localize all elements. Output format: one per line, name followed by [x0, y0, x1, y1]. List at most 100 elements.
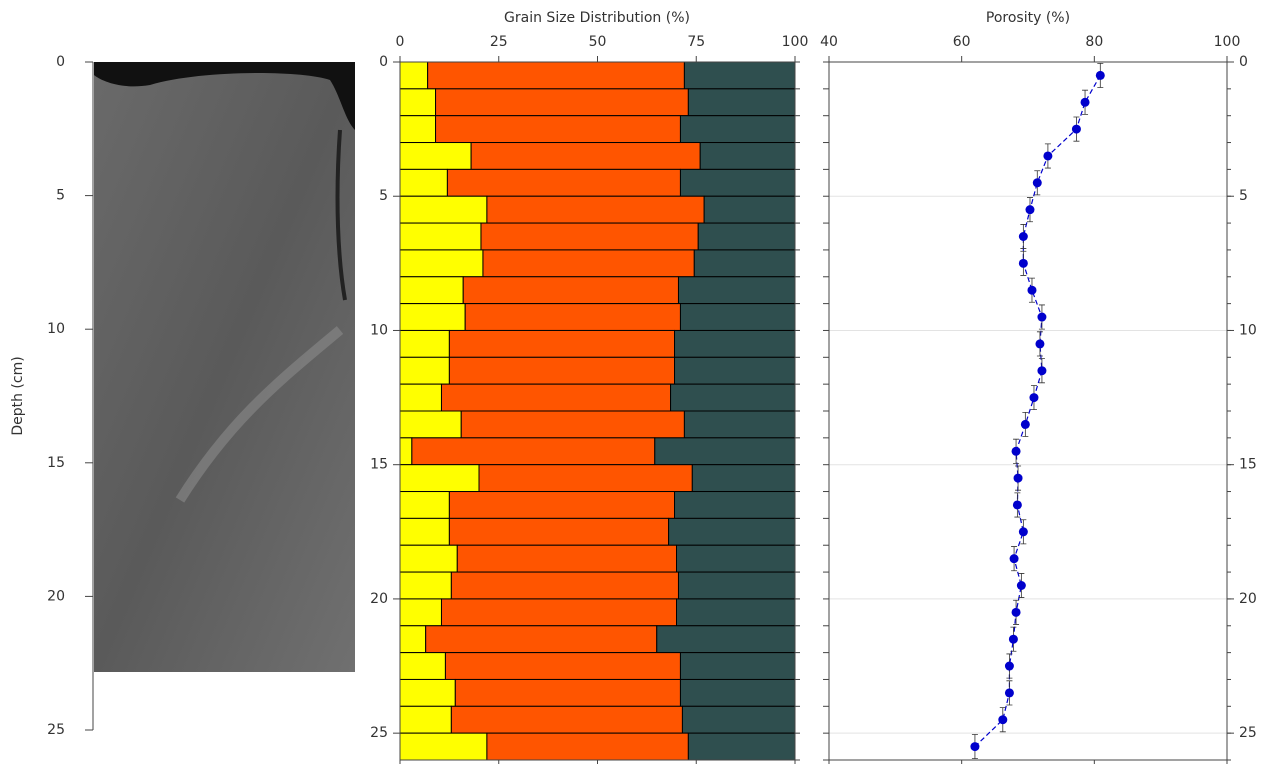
- bar-segment: [399, 142, 472, 170]
- data-point: [1071, 124, 1081, 134]
- bar-segment: [399, 168, 448, 197]
- bar-segment: [693, 249, 796, 278]
- data-point: [1043, 151, 1053, 161]
- core-image: [94, 62, 355, 672]
- bar-segment: [486, 195, 705, 224]
- bar-segment: [399, 303, 466, 331]
- data-point: [1011, 607, 1021, 617]
- data-point: [1004, 688, 1014, 698]
- bar-segment: [399, 410, 462, 439]
- x-tick-label: 50: [589, 34, 607, 50]
- bar-segment: [478, 464, 693, 493]
- bar-segment: [440, 383, 672, 412]
- data-point: [1008, 634, 1018, 644]
- bar-segment: [679, 303, 796, 331]
- data-point: [998, 715, 1008, 725]
- bar-segment: [454, 678, 681, 707]
- y-tick-label: 25: [47, 722, 65, 738]
- bar-segment: [399, 249, 484, 278]
- bar-segment: [399, 678, 456, 707]
- y-tick-right-label: 25: [1239, 725, 1257, 741]
- data-point: [970, 742, 980, 752]
- bar-segment: [399, 652, 446, 680]
- data-point: [1037, 366, 1047, 376]
- bar-segment: [679, 678, 796, 707]
- x-tick-label: 100: [782, 34, 809, 50]
- bar-segment: [399, 571, 452, 600]
- bar-segment: [674, 329, 796, 358]
- bar-segment: [679, 168, 796, 197]
- data-point: [1009, 554, 1019, 564]
- data-point: [1016, 581, 1026, 590]
- bar-segment: [399, 383, 442, 412]
- bar-segment: [425, 625, 658, 654]
- y-tick-right-label: 0: [1239, 54, 1248, 70]
- y-tick-label: 5: [379, 188, 388, 204]
- data-point: [1027, 285, 1037, 295]
- y-tick-label: 20: [370, 591, 388, 607]
- y-tick-label: 15: [370, 457, 388, 473]
- bar-segment: [470, 142, 701, 170]
- bar-segment: [687, 88, 796, 117]
- bar-segment: [681, 705, 796, 734]
- y-tick-right-label: 5: [1239, 188, 1248, 204]
- bar-segment: [703, 195, 796, 224]
- data-point: [1018, 527, 1028, 537]
- x-tick-label: 100: [1214, 34, 1241, 50]
- bar-segment: [699, 142, 796, 170]
- data-point: [1095, 70, 1105, 80]
- bar-segment: [679, 115, 796, 144]
- data-point: [1013, 473, 1023, 483]
- bar-segment: [399, 732, 488, 761]
- bar-segment: [399, 491, 450, 519]
- bar-segment: [683, 61, 796, 90]
- bar-segment: [670, 383, 796, 412]
- bar-segment: [399, 464, 480, 493]
- bar-segment: [676, 598, 796, 627]
- bar-segment: [674, 491, 796, 519]
- y-tick-right-label: 10: [1239, 322, 1257, 338]
- data-point: [1037, 312, 1047, 322]
- bar-segment: [687, 732, 796, 761]
- y-axis-label: Depth (cm): [10, 356, 26, 435]
- bar-segment: [435, 115, 681, 144]
- chart-title: Grain Size Distribution (%): [504, 10, 690, 26]
- x-tick-label: 40: [820, 34, 838, 50]
- y-tick-label: 15: [47, 455, 65, 471]
- bar-segment: [654, 437, 796, 466]
- x-tick-label: 25: [490, 34, 508, 50]
- bar-segment: [448, 356, 676, 385]
- x-tick-label: 75: [687, 34, 705, 50]
- bar-segment: [399, 115, 437, 144]
- x-tick-label: 0: [396, 34, 405, 50]
- bar-segment: [656, 625, 796, 654]
- data-point: [1080, 97, 1090, 107]
- bar-segment: [460, 410, 685, 439]
- y-tick-right-label: 20: [1239, 591, 1257, 607]
- bar-segment: [676, 544, 796, 573]
- bar-segment: [480, 222, 699, 251]
- bar-segment: [450, 705, 683, 734]
- x-tick-label: 60: [953, 34, 971, 50]
- bar-segment: [464, 303, 681, 331]
- bar-segment: [677, 276, 796, 305]
- bar-segment: [399, 88, 437, 117]
- data-point: [1029, 393, 1039, 403]
- bar-segment: [448, 329, 676, 358]
- bar-segment: [482, 249, 695, 278]
- bar-segment: [399, 276, 464, 305]
- y-tick-label: 10: [370, 322, 388, 338]
- chart-title: Porosity (%): [986, 10, 1070, 26]
- bar-segment: [462, 276, 679, 305]
- bar-segment: [683, 410, 796, 439]
- bar-segment: [399, 544, 458, 573]
- bar-segment: [486, 732, 689, 761]
- x-tick-label: 80: [1085, 34, 1103, 50]
- bar-segment: [674, 356, 796, 385]
- bar-segment: [448, 517, 670, 546]
- data-point: [1011, 446, 1021, 456]
- bar-segment: [399, 598, 442, 627]
- bar-segment: [399, 356, 450, 385]
- bar-segment: [440, 598, 677, 627]
- data-point: [1018, 232, 1028, 241]
